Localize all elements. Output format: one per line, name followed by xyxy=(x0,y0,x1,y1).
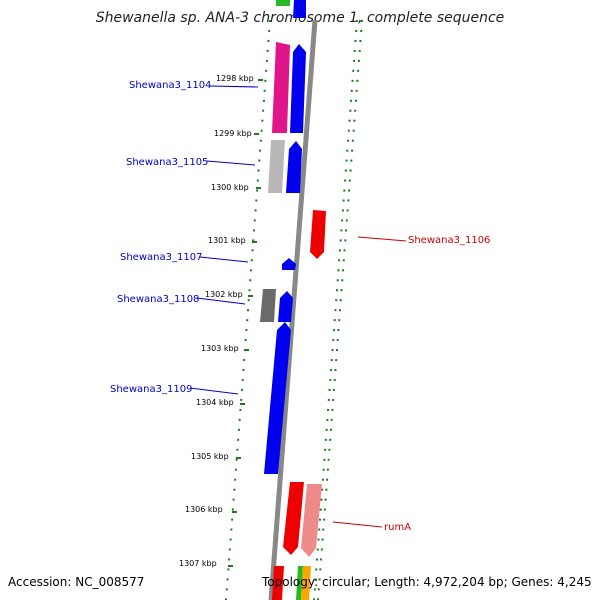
leader-shewana3-1109 xyxy=(189,387,239,395)
gene-shewana3-1108-grey[interactable] xyxy=(260,289,276,322)
chromosome-backbone xyxy=(268,19,318,600)
scale-label-1306: 1306 kbp xyxy=(185,505,223,514)
scale-label-1307: 1307 kbp xyxy=(179,559,217,568)
gene-clipped-top-blue[interactable] xyxy=(293,0,306,18)
gene-clipped-bottom-green[interactable] xyxy=(296,566,303,600)
gene-label-shewana3-1109[interactable]: Shewana3_1109 xyxy=(110,384,192,395)
gene-shewana3-1104-magenta[interactable] xyxy=(272,42,290,133)
gene-clipped-bottom-red[interactable] xyxy=(272,566,284,600)
gene-shewana3-1108-arrow[interactable] xyxy=(278,291,293,322)
scale-label-1302: 1302 kbp xyxy=(205,290,243,299)
gene-ruma-salmon-arrow[interactable] xyxy=(301,484,322,557)
gene-label-shewana3-1104[interactable]: Shewana3_1104 xyxy=(129,80,211,91)
scale-label-1298: 1298 kbp xyxy=(216,74,254,83)
leader-shewana3-1108 xyxy=(196,297,246,305)
topology-summary: Topology: circular; Length: 4,972,204 bp… xyxy=(262,575,592,589)
leader-ruma xyxy=(332,521,383,528)
scale-label-1299: 1299 kbp xyxy=(214,129,252,138)
gene-label-shewana3-1106[interactable]: Shewana3_1106 xyxy=(408,235,490,246)
outer-left-dotted-guide xyxy=(225,19,271,600)
scale-label-1300: 1300 kbp xyxy=(211,183,249,192)
gene-ruma-red-arrow[interactable] xyxy=(283,482,304,555)
gene-shewana3-1109-arrow[interactable] xyxy=(264,322,291,474)
gene-shewana3-1105-arrow[interactable] xyxy=(286,141,302,193)
leader-shewana3-1106 xyxy=(357,236,407,242)
scale-label-1301: 1301 kbp xyxy=(208,236,246,245)
leader-shewana3-1105 xyxy=(206,160,256,166)
accession-text: Accession: NC_008577 xyxy=(8,575,145,589)
gene-label-ruma[interactable]: rumA xyxy=(384,522,411,533)
inner-right-dotted-guide xyxy=(313,19,358,600)
scale-label-1303: 1303 kbp xyxy=(201,344,239,353)
scale-label-1305: 1305 kbp xyxy=(191,452,229,461)
gene-shewana3-1104-arrow[interactable] xyxy=(290,44,306,133)
gene-shewana3-1107-arrow[interactable] xyxy=(282,258,296,270)
gene-clipped-top-green[interactable] xyxy=(276,0,290,6)
gene-shewana3-1106-arrow[interactable] xyxy=(310,210,326,259)
leader-shewana3-1107 xyxy=(199,256,249,263)
gene-label-shewana3-1108[interactable]: Shewana3_1108 xyxy=(117,294,199,305)
gene-shewana3-1105-grey[interactable] xyxy=(268,140,285,193)
leader-shewana3-1104 xyxy=(209,85,259,88)
gene-label-shewana3-1105[interactable]: Shewana3_1105 xyxy=(126,157,208,168)
scale-label-1304: 1304 kbp xyxy=(196,398,234,407)
inner-left-dotted-guide xyxy=(317,19,363,600)
scale-ticks xyxy=(228,79,263,567)
gene-label-shewana3-1107[interactable]: Shewana3_1107 xyxy=(120,252,202,263)
gene-clipped-bottom-orange[interactable] xyxy=(301,566,311,600)
